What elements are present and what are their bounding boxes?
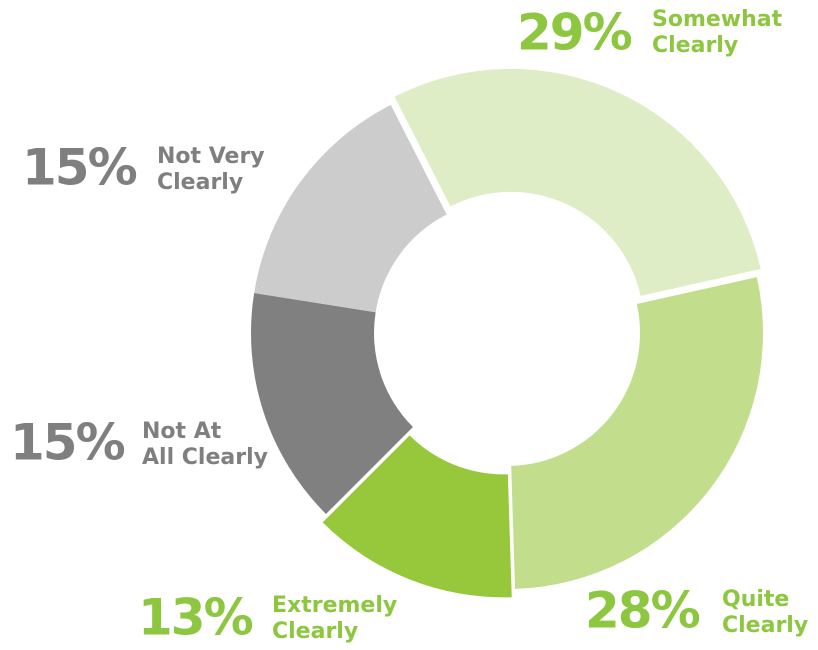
category-label: Clearly (652, 33, 738, 58)
category-label: Somewhat (652, 7, 783, 32)
value-label: 15% (22, 139, 137, 197)
value-label: 28% (585, 582, 700, 640)
donut-slice (511, 277, 763, 589)
category-label: Extremely (272, 593, 397, 618)
donut-slice (394, 68, 761, 296)
donut-slice (254, 104, 447, 313)
value-label: 29% (517, 4, 632, 62)
donut-slice (322, 435, 512, 598)
category-label: Not At (142, 419, 222, 444)
donut-slice (251, 292, 413, 515)
category-label: Clearly (272, 619, 358, 644)
category-label: Not Very (157, 144, 265, 169)
value-label: 15% (10, 414, 125, 472)
category-label: All Clearly (142, 445, 268, 470)
value-label: 13% (138, 589, 253, 647)
category-label: Clearly (722, 613, 808, 638)
category-label: Quite (722, 587, 789, 612)
category-label: Clearly (157, 170, 243, 195)
